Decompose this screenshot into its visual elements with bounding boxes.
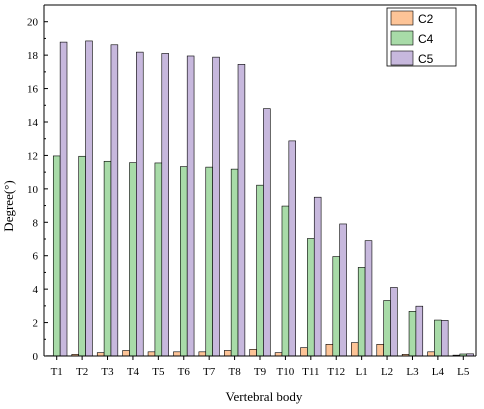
bar-c4-l4 xyxy=(434,319,442,357)
bar-c4-l2 xyxy=(383,300,391,357)
bar-c2-t11 xyxy=(300,347,308,357)
x-tick-label-t8: T8 xyxy=(228,366,241,378)
y-tick-label: 20 xyxy=(27,17,39,29)
bar-c2-l4 xyxy=(427,351,435,357)
bar-c2-l1 xyxy=(351,342,359,357)
bar-c4-t6 xyxy=(180,166,188,357)
bar-c4-t1 xyxy=(52,155,61,357)
x-tick-label-t12: T12 xyxy=(327,366,345,378)
bar-c2-t6 xyxy=(173,351,181,357)
bar-c4-t3 xyxy=(103,160,112,357)
x-tick-label-l1: L1 xyxy=(356,366,368,378)
bar-c2-t7 xyxy=(198,351,207,357)
bar-c5-l2 xyxy=(390,287,398,357)
x-tick-label-l2: L2 xyxy=(381,366,393,378)
x-tick-label-t2: T2 xyxy=(76,366,88,378)
bar-layer xyxy=(46,40,474,357)
bar-c4-t12 xyxy=(332,256,340,357)
y-tick-label: 16 xyxy=(27,84,39,96)
bar-c2-t10 xyxy=(274,352,283,357)
y-tick-label: 18 xyxy=(27,50,39,62)
bar-c2-t8 xyxy=(224,350,232,357)
bar-c2-t4 xyxy=(122,350,130,357)
bar-c4-t10 xyxy=(281,205,290,357)
legend-label-c5: C5 xyxy=(418,52,434,66)
bar-c4-t8 xyxy=(230,168,239,357)
axes xyxy=(43,4,477,357)
x-tick-label-t5: T5 xyxy=(152,366,165,378)
y-tick-label: 12 xyxy=(27,150,38,162)
x-tick-label-t11: T11 xyxy=(302,366,319,378)
bar-c2-t5 xyxy=(147,351,156,357)
bar-c2-t9 xyxy=(249,349,257,357)
x-tick-label-t1: T1 xyxy=(51,366,63,378)
x-tick-label-l4: L4 xyxy=(432,366,445,378)
bar-c5-t1 xyxy=(59,41,68,357)
bar-c5-t2 xyxy=(85,40,93,357)
tick-layer: 0 2 4 6 8 10 12 14 16 18 20 T1 T2 T3 T4 T5 T6 T7 T8 T9 T10 T1… xyxy=(27,17,470,378)
x-tick-label-t7: T7 xyxy=(203,366,216,378)
bar-c5-t10 xyxy=(288,140,296,357)
bar-c5-t12 xyxy=(339,223,347,357)
bar-c5-t7 xyxy=(212,56,220,357)
bar-c5-t11 xyxy=(313,196,322,357)
bar-c5-l4 xyxy=(441,320,449,357)
y-axis-title: Degree(°) xyxy=(1,180,16,231)
bar-c4-t7 xyxy=(205,166,213,357)
legend: C2 C4 C5 xyxy=(386,7,457,67)
bar-c5-t4 xyxy=(136,51,144,357)
legend-swatch-c4 xyxy=(390,30,414,46)
x-tick-label-l3: L3 xyxy=(406,366,419,378)
y-tick-label: 10 xyxy=(27,184,39,196)
bar-c4-t9 xyxy=(256,184,264,357)
bar-c2-l2 xyxy=(376,343,384,357)
bar-c4-t2 xyxy=(78,155,86,357)
bar-c4-l3 xyxy=(408,311,417,357)
y-tick-label: 6 xyxy=(33,251,39,263)
x-tick-label-t4: T4 xyxy=(127,366,140,378)
y-tick-label: 4 xyxy=(33,284,39,296)
y-tick-label: 0 xyxy=(33,351,39,363)
bar-c5-l1 xyxy=(364,240,373,357)
legend-swatch-c2 xyxy=(390,10,414,26)
x-tick-label-t6: T6 xyxy=(178,366,191,378)
legend-label-c4: C4 xyxy=(418,32,434,46)
bar-c4-t5 xyxy=(154,162,163,357)
y-tick-label: 14 xyxy=(27,117,39,129)
x-tick-label-t9: T9 xyxy=(254,366,267,378)
bar-c5-l3 xyxy=(415,305,424,357)
y-tick-label: 8 xyxy=(33,217,39,229)
bar-c5-t5 xyxy=(161,53,169,357)
bar-c4-t11 xyxy=(307,238,315,357)
bar-c2-t3 xyxy=(96,352,105,357)
bar-c5-t8 xyxy=(237,64,246,357)
bar-c5-t6 xyxy=(186,55,195,357)
x-tick-label-t3: T3 xyxy=(101,366,114,378)
bar-c4-t4 xyxy=(129,162,137,357)
bar-c5-t3 xyxy=(110,44,119,357)
legend-label-c2: C2 xyxy=(418,12,434,26)
x-axis-title: Vertebral body xyxy=(226,389,303,404)
y-tick-label: 2 xyxy=(33,318,39,330)
bar-c4-l1 xyxy=(357,267,366,357)
bar-c5-t9 xyxy=(263,108,271,357)
legend-swatch-c5 xyxy=(390,50,414,66)
bar-c2-t12 xyxy=(325,343,334,357)
x-tick-label-l5: L5 xyxy=(457,366,470,378)
x-tick-label-t10: T10 xyxy=(277,366,295,378)
